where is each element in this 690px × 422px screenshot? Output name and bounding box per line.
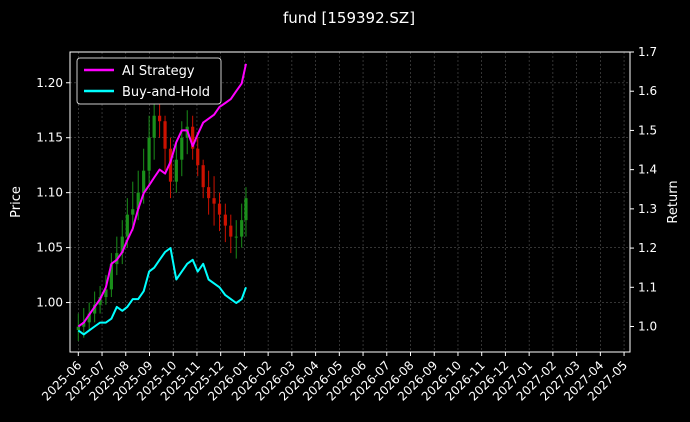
candle-body — [82, 322, 86, 327]
right-axis: 1.0 1.1 1.2 1.3 1.4 1.5 1.6 1.7 — [630, 45, 657, 334]
legend-label-ai-strategy: AI Strategy — [122, 64, 195, 79]
candle-body — [104, 289, 108, 298]
candle-body — [158, 115, 162, 122]
left-tick-label: 1.10 — [36, 186, 63, 200]
candle-body — [142, 170, 146, 193]
candle-body — [152, 115, 156, 138]
candle-body — [98, 297, 102, 305]
candle-body — [76, 326, 80, 331]
legend-label-buy-and-hold: Buy-and-Hold — [122, 85, 210, 100]
candle-body — [93, 304, 97, 314]
candle-body — [244, 198, 248, 221]
right-tick-label: 1.1 — [638, 280, 657, 294]
right-tick-label: 1.4 — [638, 163, 657, 177]
legend: AI Strategy Buy-and-Hold — [76, 57, 222, 105]
left-tick-label: 1.00 — [36, 296, 63, 310]
candle-body — [240, 220, 244, 237]
chart-title: fund [159392.SZ] — [283, 9, 415, 27]
candle-body — [234, 236, 238, 238]
right-tick-label: 1.6 — [638, 84, 657, 98]
right-tick-label: 1.0 — [638, 320, 657, 334]
candle-body — [229, 225, 233, 237]
candle-body — [125, 214, 129, 237]
right-tick-label: 1.2 — [638, 241, 657, 255]
line-ai-strategy — [77, 63, 247, 328]
candle-body — [207, 187, 211, 199]
left-tick-label: 1.05 — [36, 241, 63, 255]
candle-body — [212, 198, 216, 204]
plot-frame — [69, 51, 631, 353]
candle-body — [168, 148, 173, 182]
candle-body — [163, 121, 167, 149]
candle-body — [180, 137, 184, 160]
y-axis-label-left: Price — [9, 186, 24, 218]
candle-body — [201, 165, 205, 188]
right-tick-label: 1.3 — [638, 202, 657, 216]
right-tick-label: 1.7 — [638, 45, 657, 59]
candle-body — [147, 137, 151, 171]
candle-body — [109, 264, 113, 290]
candle-body — [191, 126, 195, 149]
candle-body — [217, 203, 222, 215]
candle-body — [174, 159, 178, 182]
candle-body — [120, 236, 124, 254]
return-lines — [77, 63, 247, 336]
left-axis: 1.00 1.05 1.10 1.15 1.20 — [36, 76, 70, 310]
y-axis-label-right: Return — [666, 180, 681, 223]
candle-body — [136, 192, 140, 210]
candle-body — [131, 209, 135, 215]
candle-body — [87, 313, 91, 323]
left-tick-label: 1.20 — [36, 76, 63, 90]
right-tick-label: 1.5 — [638, 123, 657, 137]
candle-body — [223, 214, 227, 226]
left-tick-label: 1.15 — [36, 131, 63, 145]
candle-body — [196, 148, 200, 166]
line-buy-and-hold — [77, 247, 247, 336]
